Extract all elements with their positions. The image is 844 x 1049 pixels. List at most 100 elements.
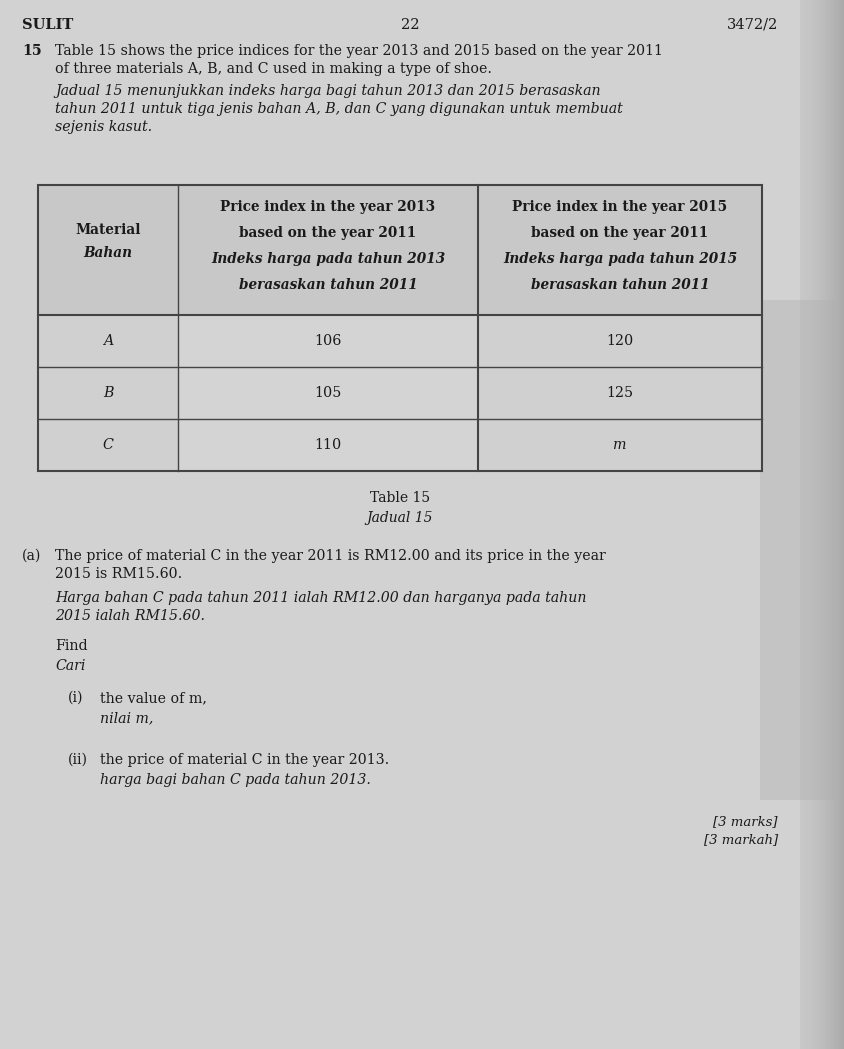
Text: Jadual 15: Jadual 15 bbox=[366, 511, 433, 524]
Text: 110: 110 bbox=[314, 438, 341, 452]
Text: berasaskan tahun 2011: berasaskan tahun 2011 bbox=[530, 278, 708, 292]
Bar bbox=[818, 0, 819, 1049]
Text: Jadual 15 menunjukkan indeks harga bagi tahun 2013 dan 2015 berasaskan: Jadual 15 menunjukkan indeks harga bagi … bbox=[55, 84, 600, 98]
Text: (a): (a) bbox=[22, 549, 41, 563]
Bar bbox=[817, 0, 818, 1049]
Text: 22: 22 bbox=[400, 18, 419, 33]
Bar bbox=[823, 0, 824, 1049]
Text: Price index in the year 2013: Price index in the year 2013 bbox=[220, 200, 435, 214]
Text: 3472/2: 3472/2 bbox=[726, 18, 777, 33]
Bar bbox=[819, 0, 820, 1049]
Bar bbox=[826, 0, 827, 1049]
Bar bbox=[810, 0, 811, 1049]
Bar bbox=[478, 367, 761, 419]
Text: SULIT: SULIT bbox=[22, 18, 73, 33]
Text: Cari: Cari bbox=[55, 659, 85, 673]
Bar bbox=[838, 0, 839, 1049]
Text: the price of material C in the year 2013.: the price of material C in the year 2013… bbox=[100, 753, 389, 767]
Bar bbox=[759, 300, 839, 800]
Bar bbox=[825, 0, 826, 1049]
Bar bbox=[799, 0, 800, 1049]
Bar bbox=[832, 0, 833, 1049]
Text: The price of material C in the year 2011 is RM12.00 and its price in the year: The price of material C in the year 2011… bbox=[55, 549, 605, 563]
Bar bbox=[811, 0, 812, 1049]
Text: Table 15 shows the price indices for the year 2013 and 2015 based on the year 20: Table 15 shows the price indices for the… bbox=[55, 44, 662, 58]
Text: [3 markah]: [3 markah] bbox=[703, 833, 777, 845]
Text: harga bagi bahan C pada tahun 2013.: harga bagi bahan C pada tahun 2013. bbox=[100, 773, 371, 787]
Bar bbox=[801, 0, 802, 1049]
Bar bbox=[834, 0, 835, 1049]
Bar bbox=[829, 0, 830, 1049]
Text: Indeks harga pada tahun 2013: Indeks harga pada tahun 2013 bbox=[211, 252, 445, 266]
Bar bbox=[840, 0, 841, 1049]
Bar bbox=[831, 0, 832, 1049]
Text: Harga bahan C pada tahun 2011 ialah RM12.00 dan harganya pada tahun: Harga bahan C pada tahun 2011 ialah RM12… bbox=[55, 591, 586, 605]
Bar bbox=[837, 0, 838, 1049]
Bar bbox=[807, 0, 808, 1049]
Bar bbox=[803, 0, 804, 1049]
Bar bbox=[824, 0, 825, 1049]
Bar bbox=[478, 419, 761, 471]
Text: 125: 125 bbox=[606, 386, 633, 400]
Bar bbox=[828, 0, 829, 1049]
Bar bbox=[478, 185, 761, 315]
Bar bbox=[806, 0, 807, 1049]
Text: 106: 106 bbox=[314, 334, 341, 348]
Bar bbox=[814, 0, 815, 1049]
Text: based on the year 2011: based on the year 2011 bbox=[531, 226, 708, 240]
Text: Find: Find bbox=[55, 639, 88, 652]
Text: based on the year 2011: based on the year 2011 bbox=[239, 226, 416, 240]
Text: A: A bbox=[103, 334, 113, 348]
Bar bbox=[178, 367, 478, 419]
Bar bbox=[842, 0, 843, 1049]
Bar bbox=[827, 0, 828, 1049]
Text: Table 15: Table 15 bbox=[370, 491, 430, 505]
Text: Indeks harga pada tahun 2015: Indeks harga pada tahun 2015 bbox=[502, 252, 736, 266]
Bar bbox=[178, 185, 478, 315]
Bar bbox=[478, 315, 761, 367]
Text: C: C bbox=[102, 438, 113, 452]
Text: (i): (i) bbox=[68, 691, 84, 705]
Bar bbox=[808, 0, 809, 1049]
Text: the value of m,: the value of m, bbox=[100, 691, 207, 705]
Bar bbox=[820, 0, 821, 1049]
Text: 120: 120 bbox=[606, 334, 633, 348]
Text: Bahan: Bahan bbox=[84, 247, 133, 260]
Bar bbox=[802, 0, 803, 1049]
Text: B: B bbox=[103, 386, 113, 400]
Bar bbox=[809, 0, 810, 1049]
Text: 105: 105 bbox=[314, 386, 341, 400]
Bar bbox=[836, 0, 837, 1049]
Text: sejenis kasut.: sejenis kasut. bbox=[55, 120, 152, 134]
Bar bbox=[830, 0, 831, 1049]
Bar bbox=[38, 315, 178, 367]
Bar bbox=[812, 0, 813, 1049]
Text: 2015 is RM15.60.: 2015 is RM15.60. bbox=[55, 568, 182, 581]
Bar bbox=[815, 0, 816, 1049]
Bar bbox=[38, 367, 178, 419]
Text: [3 marks]: [3 marks] bbox=[712, 815, 777, 828]
Bar bbox=[38, 185, 761, 471]
Text: tahun 2011 untuk tiga jenis bahan A, B, dan C yang digunakan untuk membuat: tahun 2011 untuk tiga jenis bahan A, B, … bbox=[55, 102, 622, 116]
Text: Price index in the year 2015: Price index in the year 2015 bbox=[511, 200, 727, 214]
Text: 15: 15 bbox=[22, 44, 41, 58]
Bar bbox=[38, 419, 178, 471]
Bar bbox=[178, 419, 478, 471]
Bar bbox=[178, 315, 478, 367]
Bar bbox=[38, 185, 178, 315]
Text: nilai m,: nilai m, bbox=[100, 711, 154, 725]
Bar bbox=[833, 0, 834, 1049]
Bar bbox=[843, 0, 844, 1049]
Bar bbox=[816, 0, 817, 1049]
Text: of three materials A, B, and C used in making a type of shoe.: of three materials A, B, and C used in m… bbox=[55, 62, 491, 76]
Bar bbox=[805, 0, 806, 1049]
Bar bbox=[813, 0, 814, 1049]
Bar bbox=[804, 0, 805, 1049]
Bar bbox=[835, 0, 836, 1049]
Bar bbox=[841, 0, 842, 1049]
Text: m: m bbox=[613, 438, 626, 452]
Text: 2015 ialah RM15.60.: 2015 ialah RM15.60. bbox=[55, 609, 205, 623]
Text: Material: Material bbox=[75, 223, 141, 237]
Bar bbox=[821, 0, 822, 1049]
Bar bbox=[822, 0, 823, 1049]
